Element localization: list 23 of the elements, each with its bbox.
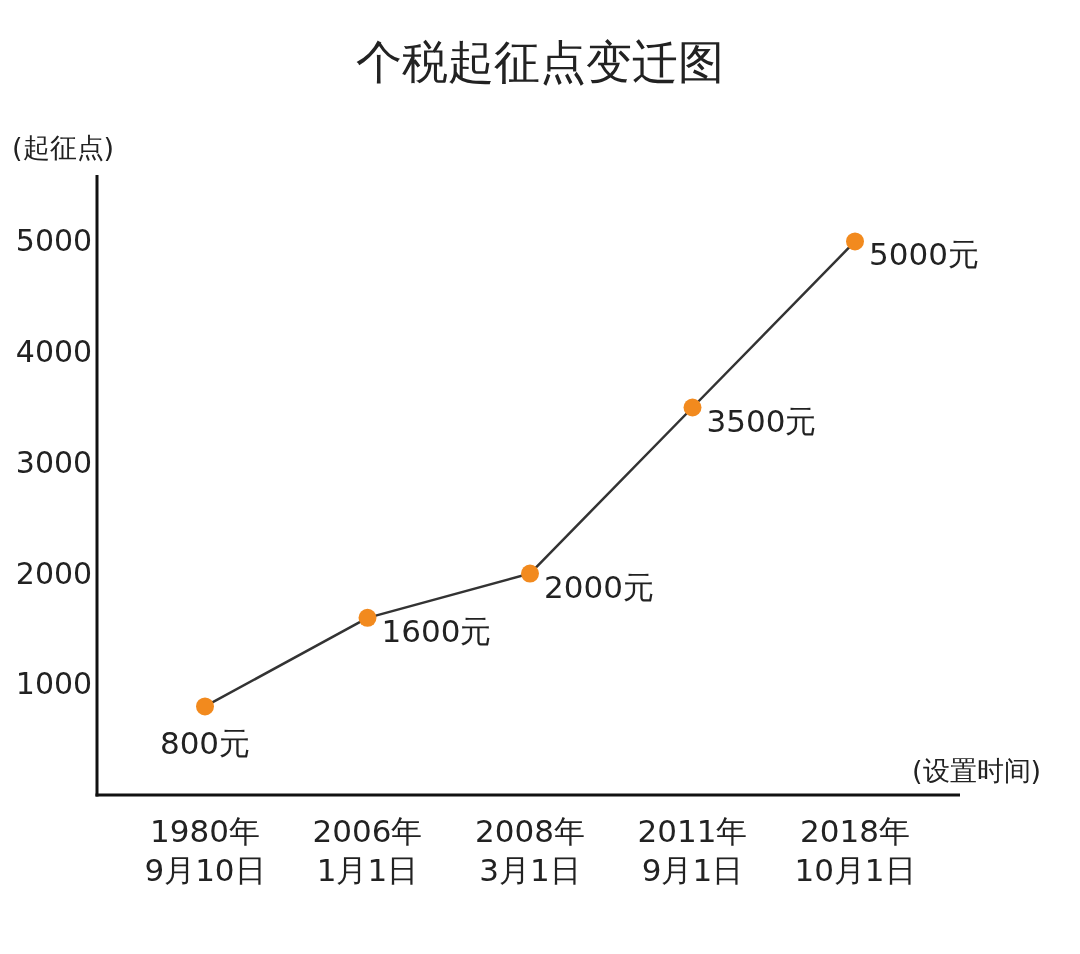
x-tick-label: 2018年 10月1日 — [794, 813, 916, 888]
x-tick-label: 1980年 9月10日 — [144, 813, 266, 888]
data-label: 1600元 — [381, 612, 492, 649]
data-label: 800元 — [159, 725, 251, 762]
point — [358, 608, 377, 627]
point — [683, 398, 702, 417]
x-tick-label: 2008年 3月1日 — [475, 813, 585, 888]
y-tick-label: 2000 — [15, 555, 93, 591]
xlabel: (设置时间) — [912, 755, 1042, 786]
ylabel: (起征点) — [12, 132, 115, 163]
data-label: 5000元 — [869, 236, 979, 273]
y-tick-label: 4000 — [15, 334, 93, 370]
point — [521, 564, 539, 583]
y-tick-label: 5000 — [15, 223, 93, 259]
x-tick-label: 2006年 1月1日 — [312, 813, 423, 888]
point — [846, 232, 864, 251]
y-tick-label: 1000 — [15, 666, 93, 702]
data-label: 2000元 — [544, 568, 654, 605]
title: 个税起征点变迁图 — [356, 35, 724, 89]
y-tick-label: 3000 — [15, 444, 93, 480]
data-label: 3500元 — [706, 402, 817, 439]
point — [196, 697, 214, 716]
x-tick-label: 2011年 9月1日 — [637, 813, 748, 888]
